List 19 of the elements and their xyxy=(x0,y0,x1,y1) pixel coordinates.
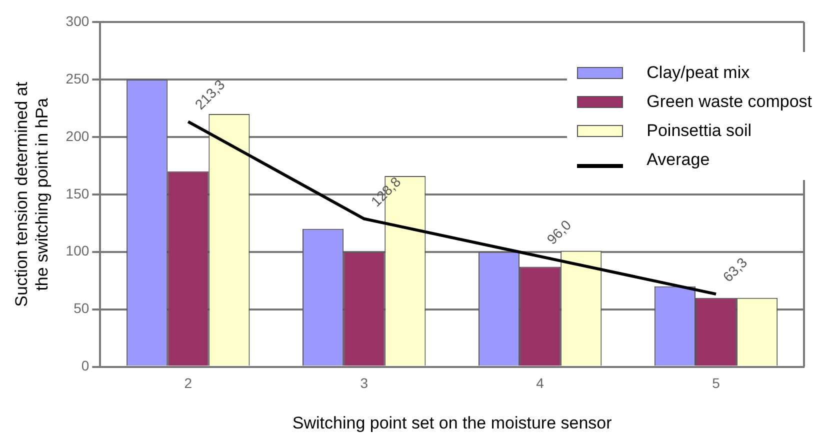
legend-label: Green waste compost xyxy=(646,92,812,112)
data-label: 96,0 xyxy=(544,216,574,248)
y-tick-label: 50 xyxy=(74,300,90,316)
x-axis-title: Switching point set on the moisture sensor xyxy=(292,413,612,432)
y-axis-title: Suction tension determined at the switching point in hPa xyxy=(12,82,52,307)
y-tick-label: 100 xyxy=(66,242,90,259)
x-tick-label: 2 xyxy=(184,375,192,392)
x-tick-label: 5 xyxy=(712,375,720,392)
y-tick-label: 300 xyxy=(66,12,90,29)
y-tick-label: 150 xyxy=(66,185,90,202)
legend-label: Poinsettia soil xyxy=(646,120,752,140)
legend-label: Average xyxy=(646,150,710,170)
data-label: 63,3 xyxy=(720,254,750,285)
y-tick-label: 200 xyxy=(66,128,90,144)
y-tick-label: 250 xyxy=(66,70,90,86)
x-tick-label: 4 xyxy=(536,375,544,392)
y-tick-label: 0 xyxy=(81,358,90,374)
x-tick-label: 3 xyxy=(360,375,368,392)
legend-label: Clay/peat mix xyxy=(646,62,750,82)
